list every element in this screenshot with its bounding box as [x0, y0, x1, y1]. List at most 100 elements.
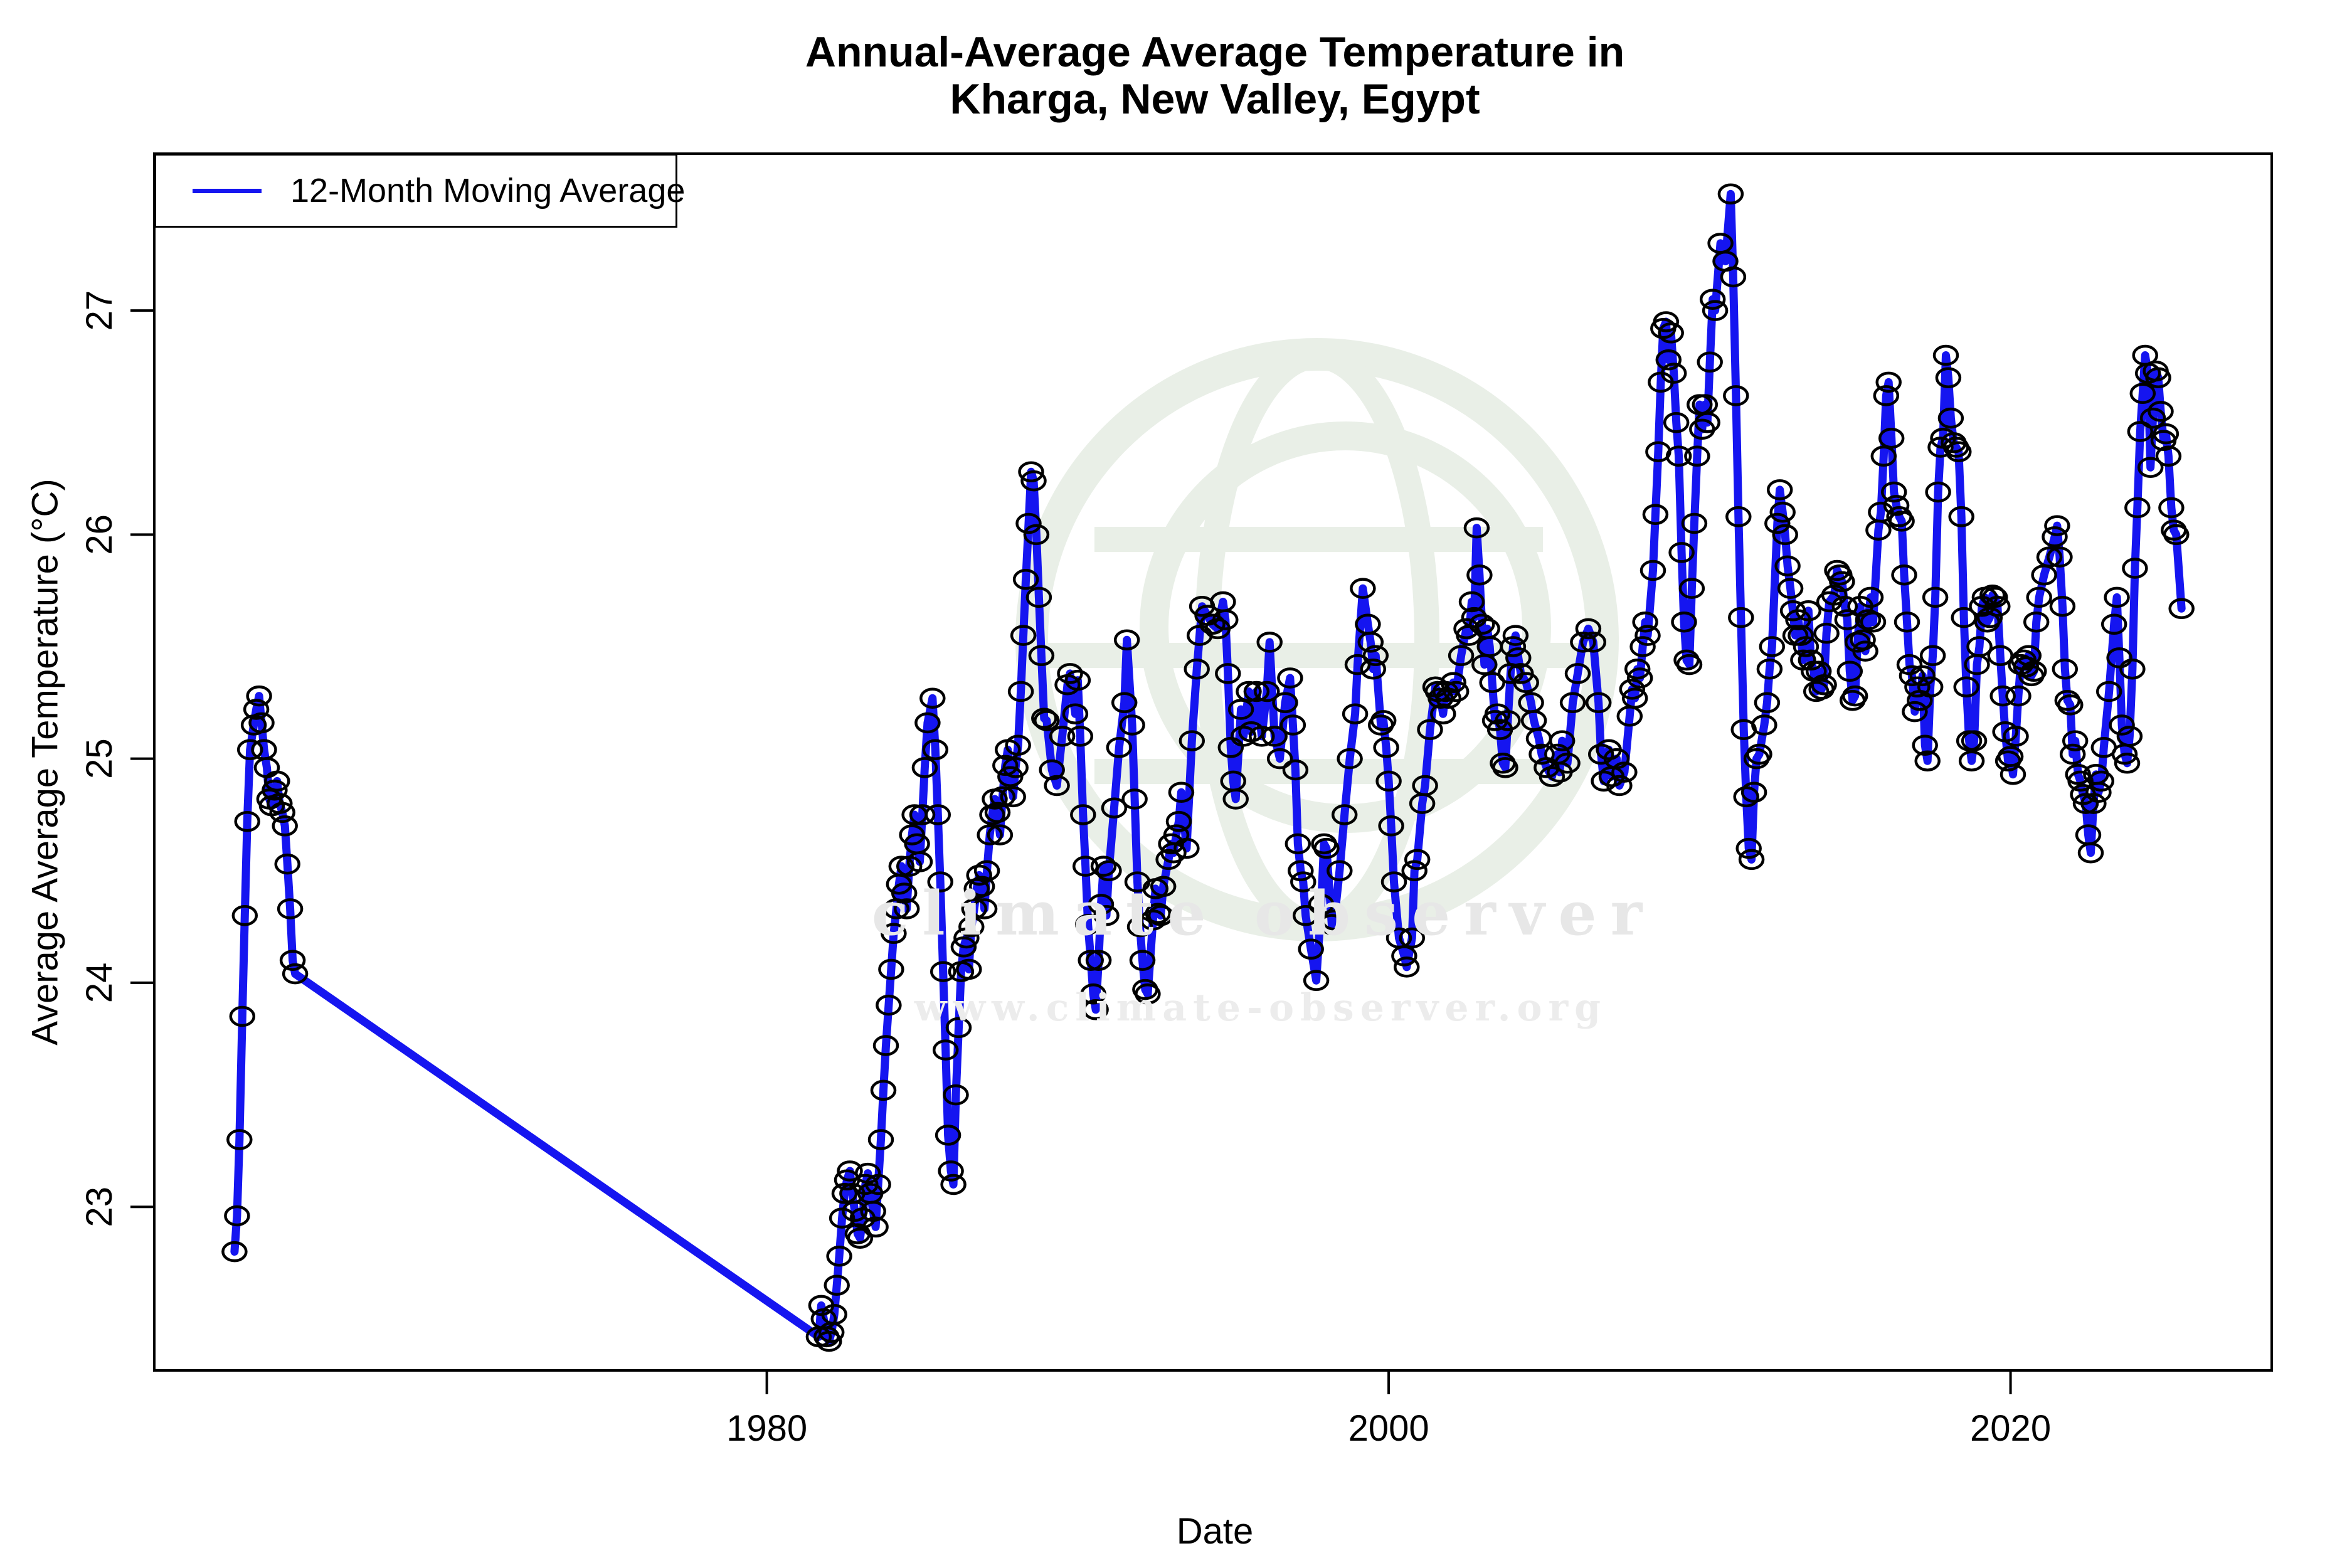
data-point-marker: [1378, 815, 1404, 837]
data-point-marker: [1070, 804, 1096, 825]
data-point-marker: [1772, 524, 1798, 546]
data-point-marker: [1979, 585, 2006, 606]
data-point-marker: [1632, 611, 1658, 633]
data-point-marker: [865, 1173, 891, 1195]
data-point-marker: [1254, 681, 1280, 702]
data-point-marker: [1984, 595, 2011, 617]
data-point-marker: [984, 802, 1011, 824]
data-point-marker: [2129, 383, 2156, 405]
x-axis-title: Date: [1176, 1511, 1254, 1552]
data-point-marker: [1852, 640, 1878, 662]
data-point-marker: [1720, 266, 1747, 288]
data-point-marker: [924, 804, 951, 825]
data-point-marker: [1769, 501, 1796, 523]
data-point-marker: [274, 853, 300, 875]
data-point-marker: [1834, 609, 1861, 630]
data-point-marker: [2095, 681, 2122, 702]
data-point-marker: [1313, 837, 1340, 859]
data-point-marker: [1795, 600, 1822, 622]
data-point-marker: [1559, 692, 1586, 714]
data-point-marker: [1611, 761, 1638, 783]
data-point-marker: [1018, 461, 1044, 483]
data-point-marker: [1914, 750, 1941, 771]
legend-label: 12-Month Moving Average: [290, 172, 686, 209]
data-point-marker: [1766, 479, 1793, 501]
data-point-marker: [246, 685, 272, 707]
legend: 12-Month Moving Average: [154, 154, 685, 228]
data-point-marker: [1448, 645, 1475, 667]
data-point-marker: [1412, 775, 1438, 797]
data-point-marker: [1966, 636, 1993, 657]
data-point-marker: [1083, 999, 1109, 1020]
data-point-marker: [1658, 322, 1684, 344]
data-point-marker: [1663, 411, 1690, 433]
data-point-marker: [2168, 598, 2195, 620]
data-point-marker: [2127, 421, 2154, 442]
data-point-marker: [1243, 681, 1270, 702]
chart-title-line1: Annual-Average Average Temperature in: [805, 28, 1625, 76]
data-point-marker: [1461, 607, 1488, 628]
data-point-marker: [1495, 710, 1521, 731]
series-line: [230, 189, 2186, 1346]
data-point-marker: [2036, 546, 2063, 568]
data-point-marker: [221, 1241, 248, 1263]
data-point-marker: [1603, 748, 1630, 770]
data-point-marker: [236, 739, 263, 761]
chart-title-line2: Kharga, New Valley, Egypt: [950, 75, 1480, 123]
data-point-marker: [1285, 833, 1311, 855]
data-point-marker: [1215, 663, 1241, 684]
data-point-marker: [234, 810, 260, 832]
data-point-marker: [1010, 625, 1037, 646]
data-point-marker: [1039, 759, 1065, 781]
data-point-marker: [1699, 289, 1726, 310]
data-point-marker: [279, 950, 306, 971]
data-point-marker: [2088, 770, 2115, 792]
data-point-marker: [1391, 945, 1417, 967]
data-point-marker: [837, 1160, 863, 1182]
data-point-marker: [1591, 770, 1617, 792]
data-point-marker: [1463, 517, 1490, 539]
data-point-marker: [922, 739, 949, 761]
data-point-marker: [1888, 511, 1915, 532]
data-point-marker: [945, 1017, 972, 1039]
data-point-marker: [248, 712, 275, 734]
data-point-marker: [2023, 611, 2050, 633]
data-point-marker: [1290, 871, 1316, 893]
data-point-marker: [1080, 983, 1106, 1005]
data-point-marker: [1492, 757, 1518, 778]
data-point-marker: [1919, 645, 1946, 667]
data-point-marker: [891, 882, 918, 904]
data-point-marker: [267, 793, 293, 814]
data-point-marker: [282, 963, 309, 985]
data-point-marker: [2116, 726, 2143, 747]
data-point-marker: [1738, 849, 1765, 871]
data-point-marker: [1357, 632, 1384, 653]
y-axis: 23 24 25 26 27: [79, 290, 154, 1227]
data-point-marker: [1145, 903, 1172, 924]
data-point-marker: [1953, 676, 1979, 698]
data-point-marker: [1850, 629, 1876, 651]
data-point-marker: [2072, 793, 2099, 814]
data-point-marker: [1976, 607, 2003, 628]
data-point-marker: [1096, 860, 1122, 882]
data-point-marker: [1989, 685, 2016, 707]
data-point-marker: [1756, 658, 1783, 680]
data-point-marker: [1049, 726, 1076, 747]
data-point-marker: [1292, 904, 1319, 926]
data-point-marker: [2124, 497, 2151, 519]
data-point-marker: [1121, 788, 1148, 810]
data-point-marker: [2158, 497, 2185, 519]
data-point-marker: [2163, 524, 2190, 546]
data-point-marker: [1946, 441, 1972, 462]
data-point-marker: [1777, 578, 1804, 599]
data-point-marker: [1435, 687, 1462, 709]
data-point-marker: [872, 1035, 899, 1056]
data-point-marker: [1308, 894, 1335, 915]
data-point-marker: [1751, 714, 1777, 736]
watermark-brand-text: climate observer: [871, 878, 1656, 949]
data-point-marker: [1740, 781, 1767, 803]
data-point-marker: [831, 1183, 858, 1204]
data-point-marker: [1399, 927, 1426, 949]
data-point-marker: [277, 898, 304, 919]
